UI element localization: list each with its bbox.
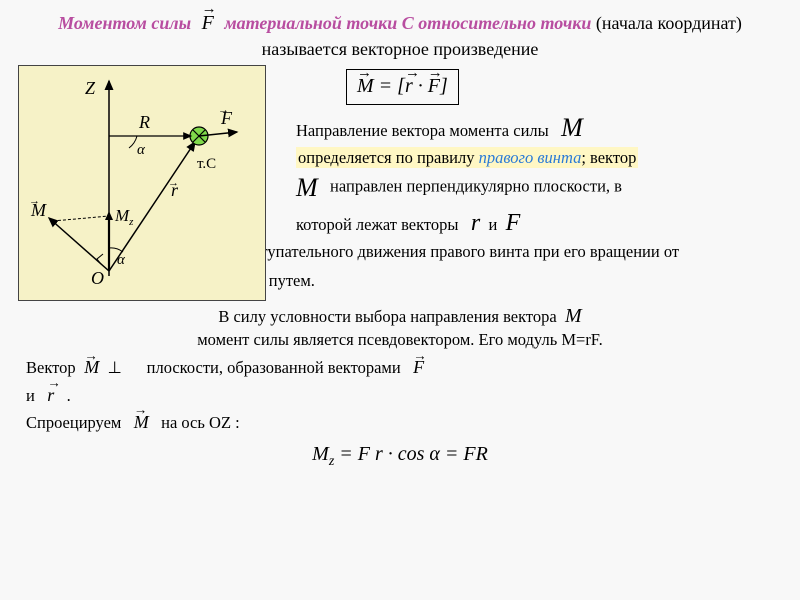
- svg-text:Mz: Mz: [114, 206, 134, 228]
- line3: M направлен перпендикулярно плоскости, в: [296, 171, 780, 204]
- svg-text:т.С: т.С: [197, 156, 216, 172]
- svg-text:→: →: [168, 177, 179, 189]
- line2: определяется по правилу правого винта; в…: [296, 147, 780, 168]
- right-column: M = [r · F] Направление вектора момента …: [296, 67, 780, 294]
- svg-text:Z: Z: [85, 78, 96, 98]
- slide-title: Моментом силы F материальной точки С отн…: [0, 0, 800, 65]
- title-force-symbol: F: [196, 12, 220, 34]
- bottom-equation: Mz = F r · cos α = FR: [0, 443, 800, 470]
- svg-text:→: →: [218, 104, 229, 116]
- title-part2: материальной точки С относительно точки: [224, 13, 591, 33]
- vector-diagram: Z O r → F → т.С R α M →: [18, 65, 266, 301]
- content-area: Z O r → F → т.С R α M →: [0, 65, 800, 299]
- line7-8: В силу условности выбора направления век…: [0, 299, 800, 354]
- svg-text:O: O: [91, 268, 104, 288]
- line4: которой лежат векторы r и F: [296, 208, 780, 239]
- line10: и r .: [0, 382, 800, 409]
- line1: Направление вектора момента силы M: [296, 111, 780, 144]
- diagram-svg: Z O r → F → т.С R α M →: [19, 66, 265, 300]
- svg-text:R: R: [138, 112, 150, 132]
- main-equation: M = [r · F]: [346, 69, 459, 105]
- line9: Вектор M ⊥ плоскости, образованной векто…: [0, 354, 800, 381]
- line11: Спроецируем M на ось OZ :: [0, 409, 800, 436]
- svg-text:α: α: [137, 142, 146, 158]
- title-part1: Моментом силы: [58, 13, 191, 33]
- svg-text:α: α: [117, 252, 126, 268]
- svg-text:→: →: [29, 195, 40, 207]
